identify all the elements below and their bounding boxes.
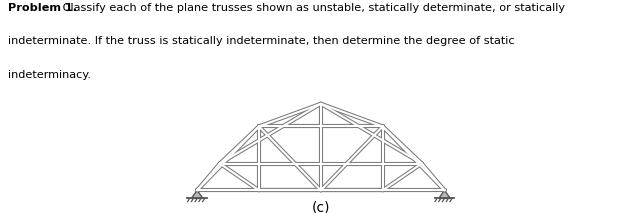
Text: (c): (c)	[312, 201, 330, 213]
Polygon shape	[191, 190, 203, 198]
Text: Classify each of the plane trusses shown as unstable, statically determinate, or: Classify each of the plane trusses shown…	[59, 3, 565, 13]
Text: Problem 1.: Problem 1.	[8, 3, 77, 13]
Text: indeterminate. If the truss is statically indeterminate, then determine the degr: indeterminate. If the truss is staticall…	[8, 36, 515, 46]
Text: indeterminacy.: indeterminacy.	[8, 70, 91, 80]
Polygon shape	[439, 190, 450, 198]
